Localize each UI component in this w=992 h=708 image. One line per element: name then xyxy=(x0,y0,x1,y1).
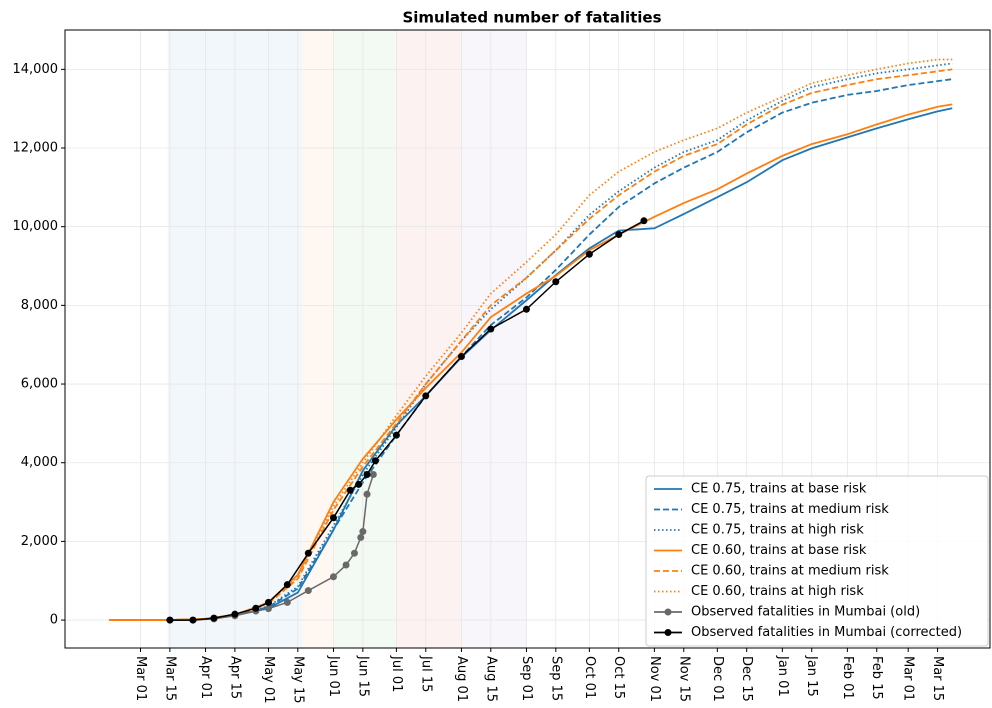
data-point xyxy=(457,353,465,361)
x-tick-label: Aug 15 xyxy=(483,656,498,702)
data-point xyxy=(522,305,530,313)
y-tick-label: 0 xyxy=(50,613,58,628)
data-point xyxy=(392,431,400,439)
data-point xyxy=(369,471,377,479)
x-tick-label: Sep 01 xyxy=(519,656,534,701)
data-point xyxy=(585,250,593,258)
x-tick-label: Jun 15 xyxy=(355,655,370,697)
data-point xyxy=(329,514,337,522)
x-tick-label: Mar 01 xyxy=(133,656,148,701)
y-tick-label: 6,000 xyxy=(21,377,58,392)
legend-marker xyxy=(664,608,672,616)
y-tick-label: 8,000 xyxy=(21,298,58,313)
y-tick-label: 14,000 xyxy=(13,62,59,77)
data-point xyxy=(371,457,379,465)
x-tick-label: Feb 01 xyxy=(840,656,855,700)
data-point xyxy=(283,581,291,589)
legend-label: Observed fatalities in Mumbai (old) xyxy=(691,605,920,620)
x-tick-label: Aug 01 xyxy=(454,656,469,702)
data-point xyxy=(264,605,272,613)
x-tick-label: Mar 15 xyxy=(162,656,177,701)
data-point xyxy=(304,549,312,557)
data-point xyxy=(350,549,358,557)
x-tick-label: Mar 15 xyxy=(930,656,945,701)
y-tick-label: 10,000 xyxy=(13,219,59,234)
plot-frame xyxy=(64,29,991,649)
x-tick-label: Jul 15 xyxy=(418,655,433,692)
y-tick-label: 2,000 xyxy=(21,534,58,549)
chart-title: Simulated number of fatalities xyxy=(402,9,661,27)
phase-band xyxy=(302,30,334,648)
data-point xyxy=(264,598,272,606)
legend-label: Observed fatalities in Mumbai (corrected… xyxy=(691,625,962,640)
data-point xyxy=(487,325,495,333)
series-line xyxy=(109,58,953,621)
data-point xyxy=(231,610,239,618)
data-point xyxy=(252,604,260,612)
data-point xyxy=(422,392,430,400)
data-point xyxy=(166,616,174,624)
series-line xyxy=(109,78,953,621)
phase-band xyxy=(461,30,527,648)
legend: CE 0.75, trains at base risk CE 0.75, tra… xyxy=(645,475,989,647)
data-point xyxy=(359,528,367,536)
legend-label: CE 0.75, trains at base risk xyxy=(691,482,867,497)
x-tick-label: Jun 01 xyxy=(326,655,341,697)
data-point xyxy=(283,598,291,606)
data-point xyxy=(304,587,312,595)
x-tick-label: Oct 15 xyxy=(611,656,626,699)
legend-label: CE 0.75, trains at high risk xyxy=(691,523,864,538)
x-tick-label: Jan 15 xyxy=(804,655,819,697)
data-point xyxy=(329,573,337,581)
legend-label: CE 0.60, trains at base risk xyxy=(691,543,867,558)
x-tick-label: Sep 15 xyxy=(548,656,563,701)
x-tick-label: May 15 xyxy=(290,656,305,704)
x-tick-label: Mar 01 xyxy=(901,656,916,701)
x-tick-label: Oct 01 xyxy=(582,656,597,699)
x-tick-label: Jul 01 xyxy=(389,655,404,692)
y-tick-label: 12,000 xyxy=(13,141,59,156)
legend-label: CE 0.60, trains at medium risk xyxy=(691,564,889,579)
data-point xyxy=(355,480,363,488)
x-tick-label: Dec 15 xyxy=(739,656,754,702)
x-tick-label: May 01 xyxy=(261,656,276,704)
x-tick-label: Jan 01 xyxy=(775,655,790,697)
x-tick-label: Apr 15 xyxy=(227,656,242,699)
x-tick-label: Apr 01 xyxy=(198,656,213,699)
legend-marker xyxy=(664,629,672,636)
legend-box xyxy=(645,475,989,647)
series-line xyxy=(109,62,953,621)
legend-label: CE 0.75, trains at medium risk xyxy=(691,502,889,517)
data-point xyxy=(615,231,623,239)
data-point xyxy=(189,616,197,624)
data-point xyxy=(346,486,354,494)
series-line xyxy=(109,68,953,621)
x-tick-label: Nov 01 xyxy=(647,656,662,702)
legend-label: CE 0.60, trains at high risk xyxy=(691,584,864,599)
data-point xyxy=(363,471,371,479)
data-point xyxy=(363,490,371,498)
series-line xyxy=(169,220,645,621)
phase-band xyxy=(333,30,397,648)
data-point xyxy=(210,614,218,622)
data-point xyxy=(342,561,350,569)
phase-band xyxy=(396,30,462,648)
x-tick-label: Dec 01 xyxy=(710,656,725,702)
x-tick-label: Feb 15 xyxy=(869,656,884,700)
y-tick-label: 4,000 xyxy=(21,455,58,470)
data-point xyxy=(640,217,648,225)
x-tick-label: Nov 15 xyxy=(676,656,691,702)
data-point xyxy=(357,533,365,541)
data-point xyxy=(552,278,560,286)
